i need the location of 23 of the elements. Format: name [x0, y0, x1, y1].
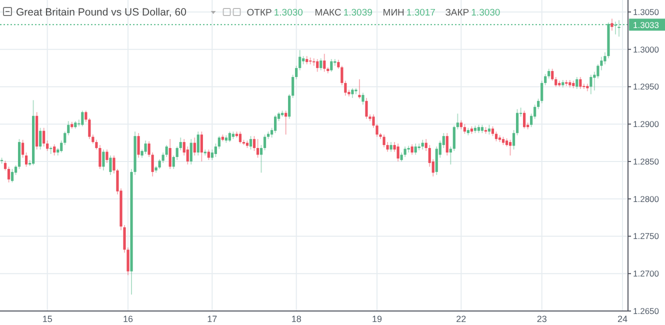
x-tick-label: 17: [207, 314, 218, 324]
x-tick-label: 16: [123, 314, 134, 324]
y-tick-label: 1.2950: [633, 82, 660, 92]
x-tick-label: 23: [536, 314, 547, 324]
annotation: ОТКР 1.3030: [246, 8, 303, 18]
annotation: МАКС 1.3039: [314, 8, 372, 18]
y-tick-label: 1.2800: [633, 194, 660, 204]
y-tick-label: 1.2900: [633, 119, 660, 130]
annotation: ЗАКР 1.3030: [445, 8, 500, 18]
x-tick-label: 15: [42, 314, 52, 324]
y-tick-label: 1.2750: [633, 231, 660, 242]
annotation: МИН 1.3017: [382, 8, 436, 18]
x-tick-label: 24: [617, 314, 628, 324]
x-tick-label: 19: [372, 314, 382, 324]
ref-line-label: 1.3033: [633, 20, 660, 30]
y-tick-label: 1.2650: [633, 306, 660, 316]
text: Great Britain Pound vs US Dollar, 60: [16, 6, 187, 18]
y-tick-label: 1.3050: [633, 6, 660, 17]
y-tick-label: 1.3000: [633, 44, 660, 54]
x-tick-label: 22: [456, 314, 466, 324]
x-tick-label: 18: [291, 314, 302, 324]
y-tick-label: 1.2700: [633, 268, 660, 279]
y-tick-label: 1.2850: [633, 156, 660, 166]
